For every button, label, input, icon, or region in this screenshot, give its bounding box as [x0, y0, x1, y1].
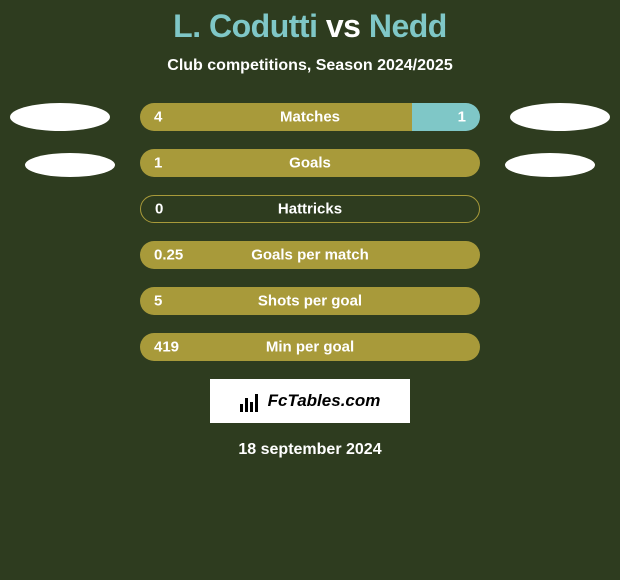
stat-row-shots-per-goal: Shots per goal5	[140, 287, 480, 315]
comparison-card: L. Codutti vs Nedd Club competitions, Se…	[0, 0, 620, 580]
decor-oval-right-2	[505, 153, 595, 177]
stat-bars: Matches41 Goals1 Hattricks0 Goals per match…	[140, 103, 480, 361]
title-player2: Nedd	[369, 8, 447, 44]
decor-oval-left-2	[25, 153, 115, 177]
stat-label: Goals	[140, 155, 480, 172]
stats-area: Matches41 Goals1 Hattricks0 Goals per match…	[0, 103, 620, 361]
brand-text: FcTables.com	[268, 391, 381, 411]
stat-value-player1: 419	[154, 339, 179, 356]
bar-fill-player1	[140, 103, 412, 131]
stat-label: Shots per goal	[140, 293, 480, 310]
stat-row-min-per-goal: Min per goal419	[140, 333, 480, 361]
subtitle: Club competitions, Season 2024/2025	[0, 57, 620, 75]
stat-row-matches: Matches41	[140, 103, 480, 131]
title-vs: vs	[317, 8, 368, 44]
stat-value-player1: 0	[155, 201, 163, 218]
stat-row-goals-per-match: Goals per match0.25	[140, 241, 480, 269]
brand-logo: FcTables.com	[210, 379, 410, 423]
stat-value-player1: 1	[154, 155, 162, 172]
stat-value-player1: 0.25	[154, 247, 183, 264]
decor-oval-left-1	[10, 103, 110, 131]
stat-row-hattricks: Hattricks0	[140, 195, 480, 223]
bar-chart-icon	[240, 390, 262, 412]
stat-label: Goals per match	[140, 247, 480, 264]
page-title: L. Codutti vs Nedd	[0, 8, 620, 45]
date-label: 18 september 2024	[0, 441, 620, 459]
stat-value-player1: 5	[154, 293, 162, 310]
stat-label: Min per goal	[140, 339, 480, 356]
stat-row-goals: Goals1	[140, 149, 480, 177]
decor-oval-right-1	[510, 103, 610, 131]
title-player1: L. Codutti	[173, 8, 317, 44]
stat-label: Hattricks	[141, 201, 479, 218]
bar-fill-player2	[412, 103, 480, 131]
